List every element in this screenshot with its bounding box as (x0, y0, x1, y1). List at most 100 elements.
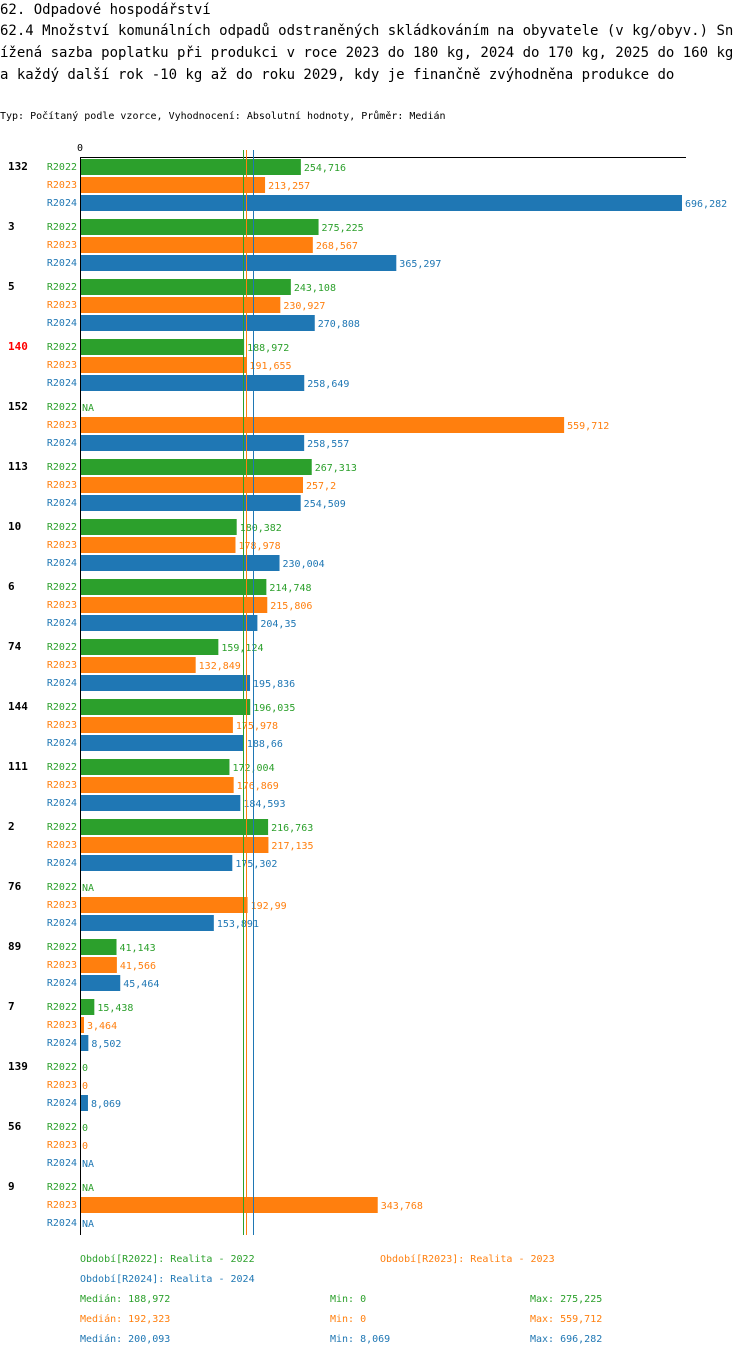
data-label: 184,593 (243, 799, 285, 810)
series-label: R2022 (47, 882, 77, 893)
legend-period-r2023: Období[R2023]: Realita - 2023 (380, 1254, 555, 1265)
bar-r2022 (81, 519, 237, 535)
category-label: 89 (8, 940, 21, 953)
bar-r2023 (81, 177, 266, 193)
series-label: R2024 (47, 978, 77, 989)
data-label: 213,257 (268, 181, 310, 192)
data-label: NA (82, 1183, 94, 1194)
series-label: R2022 (47, 642, 77, 653)
data-label: 188,66 (247, 739, 283, 750)
bar-r2023 (81, 357, 247, 373)
data-label: 0 (82, 1141, 88, 1152)
series-label: R2024 (47, 798, 77, 809)
data-label: NA (82, 403, 94, 414)
series-label: R2023 (47, 240, 77, 251)
series-label: R2022 (47, 162, 77, 173)
series-label: R2022 (47, 282, 77, 293)
data-label: 41,143 (120, 943, 156, 954)
bar-r2022 (81, 639, 219, 655)
data-label: 217,135 (271, 841, 313, 852)
bar-r2024 (81, 435, 305, 451)
series-label: R2024 (47, 1158, 77, 1169)
data-label: 8,502 (91, 1039, 121, 1050)
bar-r2022 (81, 699, 251, 715)
chart-info: Typ: Počítaný podle vzorce, Vyhodnocení:… (0, 111, 446, 122)
series-label: R2024 (47, 258, 77, 269)
data-label: NA (82, 1219, 94, 1230)
stat-max-r2024: Max: 696,282 (530, 1334, 603, 1345)
series-label: R2024 (47, 858, 77, 869)
series-label: R2023 (47, 1080, 77, 1091)
category-label: 2 (8, 820, 15, 833)
series-label: R2024 (47, 738, 77, 749)
stat-median-r2022: Medián: 188,972 (80, 1294, 171, 1305)
stat-median-r2024: Medián: 200,093 (80, 1334, 171, 1345)
data-label: 365,297 (399, 259, 441, 270)
series-label: R2024 (47, 918, 77, 929)
data-label: 175,978 (236, 721, 278, 732)
bar-r2024 (81, 375, 305, 391)
data-label: 45,464 (123, 979, 159, 990)
bar-r2024 (81, 735, 244, 751)
data-label: 0 (82, 1123, 88, 1134)
category-label: 132 (8, 160, 28, 173)
bar-r2024 (81, 195, 682, 211)
series-label: R2022 (47, 522, 77, 533)
category-label: 152 (8, 400, 28, 413)
data-label: 3,464 (87, 1021, 117, 1032)
bar-r2022 (81, 759, 230, 775)
stat-median-r2023: Medián: 192,323 (80, 1314, 171, 1325)
bar-r2024 (81, 855, 233, 871)
series-label: R2022 (47, 1002, 77, 1013)
series-label: R2023 (47, 660, 77, 671)
data-label: 191,655 (249, 361, 291, 372)
series-label: R2023 (47, 1020, 77, 1031)
bar-r2023 (81, 777, 234, 793)
data-label: NA (82, 883, 94, 894)
bar-r2023 (81, 657, 196, 673)
bar-r2023 (81, 597, 268, 613)
data-label: 254,509 (304, 499, 346, 510)
bar-r2024 (81, 495, 301, 511)
series-label: R2023 (47, 180, 77, 191)
bar-r2022 (81, 159, 301, 175)
bar-r2023 (81, 1197, 378, 1213)
bar-r2024 (81, 795, 241, 811)
bar-r2024 (81, 915, 214, 931)
data-label: 214,748 (269, 583, 311, 594)
data-label: 268,567 (316, 241, 358, 252)
series-label: R2022 (47, 1182, 77, 1193)
category-label: 113 (8, 460, 28, 473)
data-label: 192,99 (251, 901, 287, 912)
series-label: R2022 (47, 762, 77, 773)
series-label: R2023 (47, 840, 77, 851)
series-label: R2022 (47, 1122, 77, 1133)
category-label: 5 (8, 280, 15, 293)
series-label: R2022 (47, 402, 77, 413)
data-label: 258,557 (307, 439, 349, 450)
bar-r2023 (81, 537, 236, 553)
series-label: R2022 (47, 222, 77, 233)
data-label: 696,282 (685, 199, 727, 210)
series-label: R2024 (47, 618, 77, 629)
stat-max-r2023: Max: 559,712 (530, 1314, 603, 1325)
bar-r2024 (81, 675, 251, 691)
series-label: R2023 (47, 780, 77, 791)
bar-r2023 (81, 477, 304, 493)
bar-r2023 (81, 237, 313, 253)
category-label: 9 (8, 1180, 15, 1193)
data-label: 180,382 (240, 523, 282, 534)
data-label: 267,313 (315, 463, 357, 474)
data-label: 153,891 (217, 919, 259, 930)
bar-r2024 (81, 615, 258, 631)
series-label: R2022 (47, 822, 77, 833)
bar-r2022 (81, 459, 312, 475)
series-label: R2024 (47, 1218, 77, 1229)
data-label: 204,35 (260, 619, 296, 630)
chart-title: 62. Odpadové hospodářství (0, 2, 211, 18)
bar-r2024 (81, 555, 280, 571)
data-label: 270,808 (318, 319, 360, 330)
bar-r2022 (81, 819, 269, 835)
data-label: 230,927 (283, 301, 325, 312)
data-label: 0 (82, 1081, 88, 1092)
